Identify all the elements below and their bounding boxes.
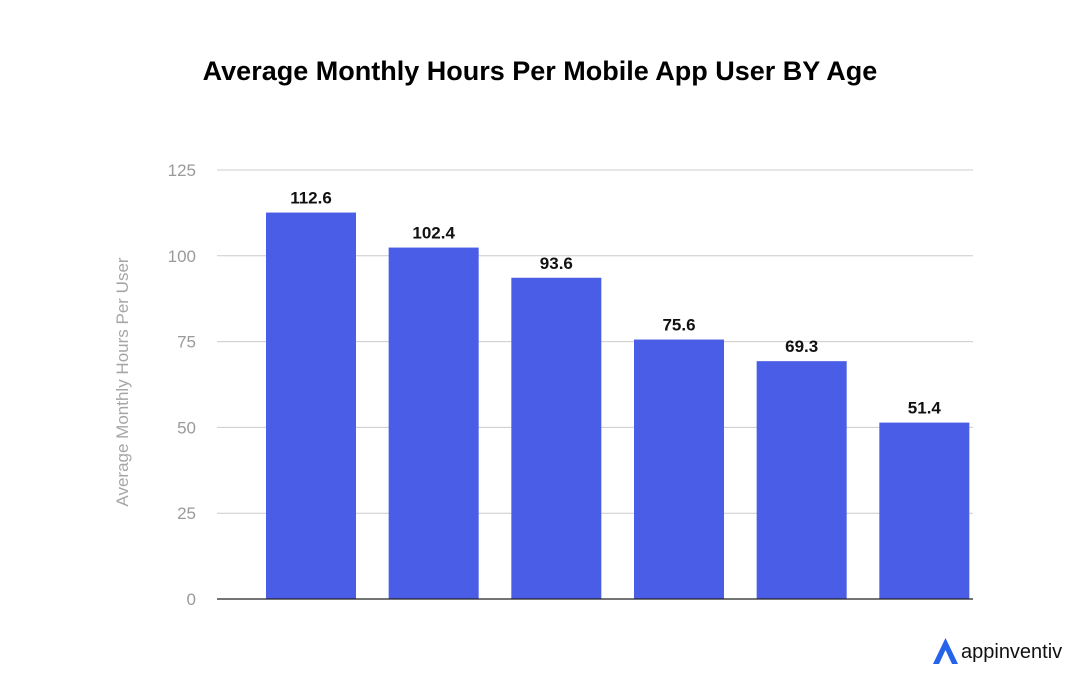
bar bbox=[388, 247, 479, 599]
data-labels: 112.6 102.4 93.6 75.6 69.3 51.4 bbox=[290, 189, 941, 418]
y-tick-label: 0 bbox=[187, 590, 196, 609]
bar bbox=[756, 361, 847, 599]
brand-logo: appinventiv bbox=[933, 638, 1062, 664]
bar bbox=[879, 422, 970, 599]
bars bbox=[266, 212, 970, 599]
y-tick-label: 125 bbox=[168, 161, 196, 180]
bar bbox=[511, 277, 602, 599]
bar-value-label: 93.6 bbox=[540, 254, 573, 273]
appinventiv-logo-icon bbox=[933, 638, 958, 664]
y-axis-label: Average Monthly Hours Per User bbox=[113, 257, 132, 506]
y-tick-label: 100 bbox=[168, 247, 196, 266]
bar-value-label: 69.3 bbox=[785, 337, 818, 356]
y-tick-label: 25 bbox=[177, 504, 196, 523]
bar-value-label: 75.6 bbox=[662, 316, 695, 335]
brand-name: appinventiv bbox=[961, 641, 1062, 663]
y-axis-ticks: 0 25 50 75 100 125 bbox=[168, 161, 196, 609]
bar-value-label: 102.4 bbox=[412, 224, 455, 243]
bar-value-label: 51.4 bbox=[908, 399, 942, 418]
y-tick-label: 75 bbox=[177, 333, 196, 352]
bar bbox=[266, 212, 356, 599]
y-tick-label: 50 bbox=[177, 418, 196, 437]
bar bbox=[634, 339, 724, 599]
bar-value-label: 112.6 bbox=[290, 189, 332, 208]
chart-title: Average Monthly Hours Per Mobile App Use… bbox=[203, 56, 878, 86]
